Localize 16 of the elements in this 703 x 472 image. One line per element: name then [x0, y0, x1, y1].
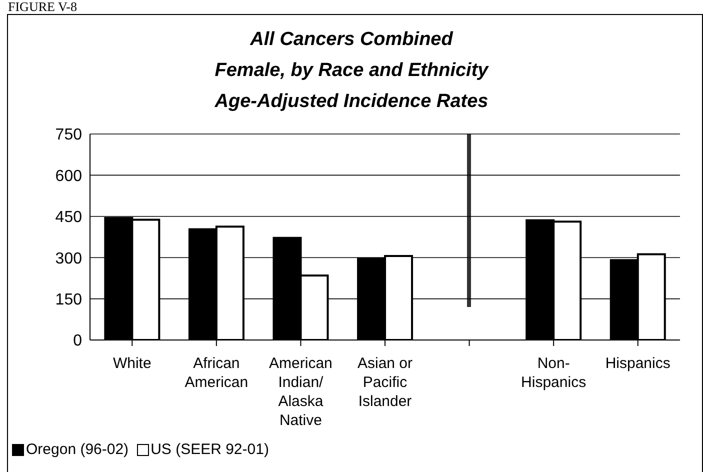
- legend-label: US (SEER 92-01): [150, 441, 269, 458]
- y-tick-label: 150: [55, 291, 82, 308]
- x-tick-label: White: [112, 355, 152, 372]
- x-tick-label: Non-Hispanics: [521, 355, 586, 391]
- x-tick-label: Asian or Pacific Islander: [357, 355, 413, 410]
- y-tick-label: 600: [55, 168, 82, 185]
- y-tick-label: 0: [73, 332, 82, 350]
- x-tick-label: African American: [184, 355, 248, 391]
- x-tick-label: Hispanics: [605, 355, 670, 372]
- legend-label: Oregon (96-02): [25, 441, 129, 458]
- text: FIGURE V-8: [8, 0, 77, 14]
- y-tick-label: 750: [55, 126, 82, 144]
- chart-title: All Cancers Combined Female, by Race and Ethnicity Age-Adjusted Incidence Rates: [214, 28, 490, 114]
- x-tick-label: American Indian/ Alaska Native: [269, 355, 332, 429]
- y-tick-label: 450: [55, 209, 82, 226]
- y-tick-label: 300: [55, 250, 82, 268]
